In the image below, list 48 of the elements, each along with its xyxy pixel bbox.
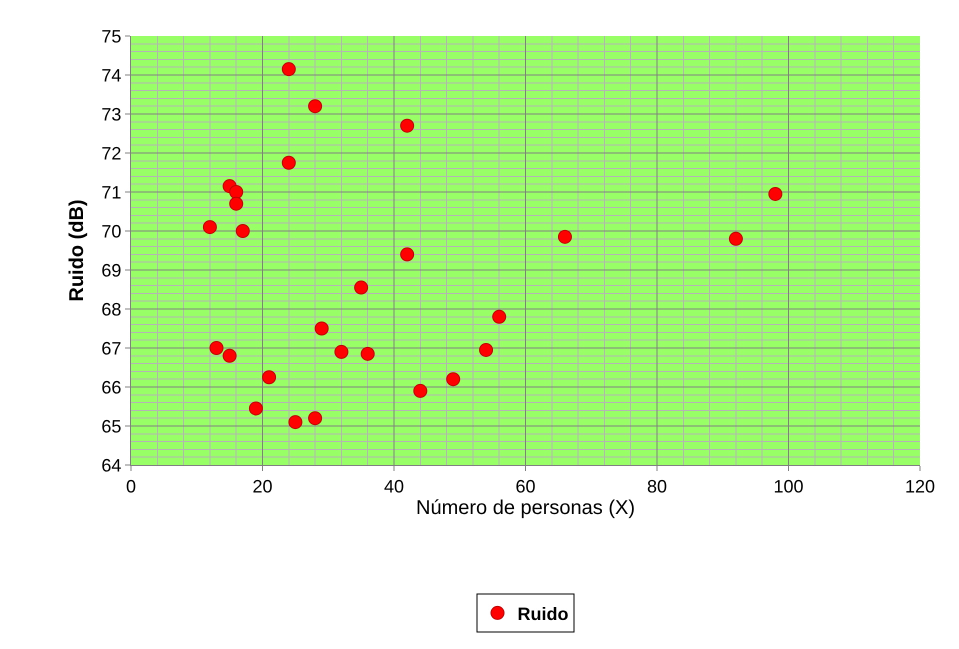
point xyxy=(282,62,296,76)
y-tick-label: 65 xyxy=(101,416,122,436)
point xyxy=(334,344,348,359)
point xyxy=(400,247,414,262)
y-tick-label: 75 xyxy=(101,26,122,46)
point xyxy=(479,342,494,357)
point xyxy=(400,118,414,133)
point xyxy=(262,370,276,384)
point xyxy=(209,341,224,355)
x-tick-label: 80 xyxy=(646,476,668,497)
x-tick-label: 100 xyxy=(773,476,804,497)
y-tick-label: 70 xyxy=(101,221,122,242)
point xyxy=(360,346,375,361)
point xyxy=(236,224,250,238)
y-tick-label: 74 xyxy=(101,65,122,86)
x-axis-title: Número de personas (X) xyxy=(416,497,635,520)
y-tick-label: 66 xyxy=(101,377,122,398)
point xyxy=(354,280,368,295)
point xyxy=(446,372,460,386)
y-tick-label: 73 xyxy=(101,104,122,124)
y-tick-label: 67 xyxy=(101,338,122,358)
legend-label: Ruido xyxy=(518,604,568,624)
y-tick-label: 68 xyxy=(101,299,122,320)
x-tick-label: 0 xyxy=(126,476,136,497)
point xyxy=(728,232,743,246)
x-tick-label: 60 xyxy=(515,476,536,497)
point xyxy=(308,411,322,426)
point xyxy=(768,186,782,201)
point xyxy=(229,196,244,211)
y-tick-label: 69 xyxy=(101,260,122,280)
x-tick-label: 40 xyxy=(384,476,404,497)
point xyxy=(202,220,217,234)
point xyxy=(558,230,572,244)
point xyxy=(492,310,506,324)
y-tick-label: 64 xyxy=(101,455,122,476)
x-tick-label: 20 xyxy=(252,476,273,497)
point xyxy=(288,415,302,430)
point xyxy=(248,401,263,416)
point xyxy=(308,99,322,114)
point xyxy=(222,348,237,363)
y-axis-title: Ruido (dB) xyxy=(66,199,88,302)
point xyxy=(282,156,296,170)
y-tick-label: 72 xyxy=(101,143,122,164)
point xyxy=(314,322,329,336)
y-tick-label: 71 xyxy=(101,182,122,202)
x-tick-label: 120 xyxy=(904,476,936,497)
point xyxy=(229,185,244,199)
point xyxy=(413,384,428,398)
